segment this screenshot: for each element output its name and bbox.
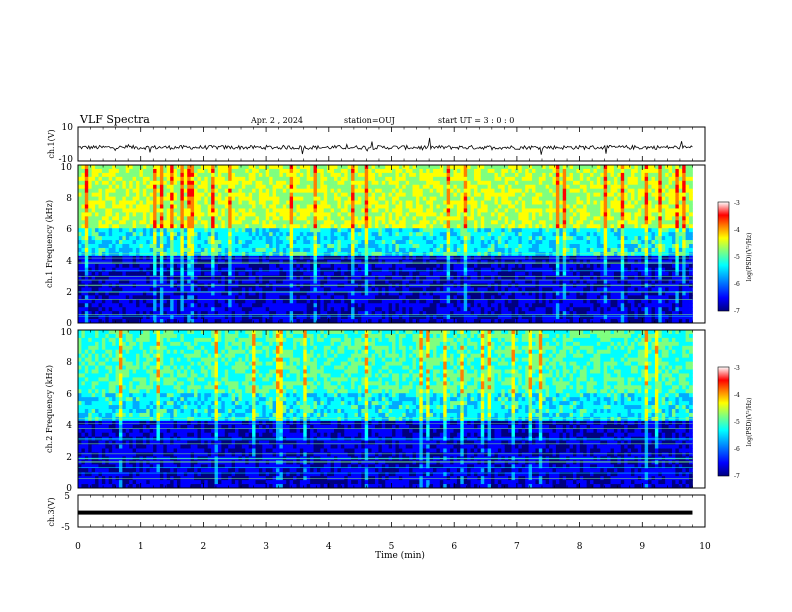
ch1-cbar-tick-m3: -3 [734, 200, 740, 207]
ch2-spectrogram-panel: 0 2 4 6 8 10 ch.2 Frequency (kHz) -3 -4 … [45, 328, 753, 494]
ch2-colorbar [717, 366, 730, 477]
ch1-colorbar [717, 201, 730, 312]
time-tick-label: 7 [514, 542, 520, 552]
ch1-cbar-tick-m4: -4 [734, 227, 740, 234]
ch1-waveform-panel: 10 -10 ch.1(V) [47, 123, 706, 165]
ch2-cbar-tick-m4: -4 [734, 392, 740, 399]
ch1-freq-tick-4: 4 [66, 257, 72, 267]
start-time-label: start UT = 3 : 0 : 0 [438, 116, 514, 125]
time-tick-label: 6 [451, 542, 457, 552]
ch1-cbar-tick-m5: -5 [734, 254, 740, 261]
ch1-ylabel: ch.1(V) [47, 129, 56, 158]
figure-title: VLF Spectra [79, 113, 150, 126]
time-tick-label: 2 [201, 542, 207, 552]
ch2-freq-tick-6: 6 [66, 390, 72, 400]
date-label: Apr. 2 , 2024 [250, 116, 303, 125]
ch3-ytick-min: -5 [61, 523, 70, 533]
ch2-freq-tick-8: 8 [66, 358, 72, 368]
ch3-trace [78, 510, 693, 515]
ch1-cbar-label: log(PSD)(V²/Hz) [746, 233, 753, 282]
ch1-freq-tick-2: 2 [66, 288, 72, 298]
ch3-ytick-max: 5 [64, 492, 70, 502]
station-label: station=OUJ [344, 116, 395, 125]
time-tick-label: 10 [699, 542, 711, 552]
ch1-ytick-min: -10 [59, 155, 74, 165]
ch1-trace [77, 137, 693, 155]
ch3-waveform-panel: 5 -5 ch.3(V) [47, 492, 706, 533]
time-tick-label: 3 [263, 542, 269, 552]
ch1-freq-ylabel: ch.1 Frequency (kHz) [45, 200, 54, 288]
ch3-ylabel: ch.3(V) [47, 497, 56, 526]
time-tick-label: 4 [326, 542, 332, 552]
ch1-cbar-tick-m7: -7 [734, 308, 740, 315]
ch1-spectrogram-panel: 0 2 4 6 8 10 ch.1 Frequency (kHz) -3 -4 … [45, 163, 753, 329]
time-axis: 0 1 2 3 4 5 6 7 8 9 10 [75, 127, 711, 552]
time-axis-label: Time (min) [375, 550, 425, 561]
time-tick-label: 0 [75, 542, 81, 552]
ch1-freq-tick-6: 6 [66, 225, 72, 235]
ch2-cbar-tick-m6: -6 [734, 446, 740, 453]
ch2-freq-tick-4: 4 [66, 421, 72, 431]
ch2-freq-ylabel: ch.2 Frequency (kHz) [45, 365, 54, 453]
ch2-cbar-label: log(PSD)(V²/Hz) [746, 398, 753, 447]
time-tick-label: 5 [389, 542, 395, 552]
ch2-cbar-tick-m3: -3 [734, 365, 740, 372]
ch2-freq-tick-0: 0 [66, 484, 72, 494]
ch2-cbar-tick-m5: -5 [734, 419, 740, 426]
ch3-trace-band [78, 510, 693, 515]
ch2-freq-tick-2: 2 [66, 453, 72, 463]
time-tick-label: 1 [138, 542, 144, 552]
ch1-spectrogram-image [78, 165, 705, 324]
ch1-cbar-tick-m6: -6 [734, 281, 740, 288]
ch2-cbar-tick-m7: -7 [734, 473, 740, 480]
ch1-trace-path [77, 137, 693, 155]
time-tick-label: 8 [577, 542, 583, 552]
ch2-freq-tick-10: 10 [61, 328, 73, 338]
ch1-freq-tick-10: 10 [61, 163, 73, 173]
ch1-ytick-max: 10 [62, 123, 74, 133]
ch1-freq-tick-0: 0 [66, 319, 72, 329]
ch1-freq-tick-8: 8 [66, 194, 72, 204]
ch2-spectrogram-image [78, 330, 705, 489]
time-tick-label: 9 [639, 542, 645, 552]
